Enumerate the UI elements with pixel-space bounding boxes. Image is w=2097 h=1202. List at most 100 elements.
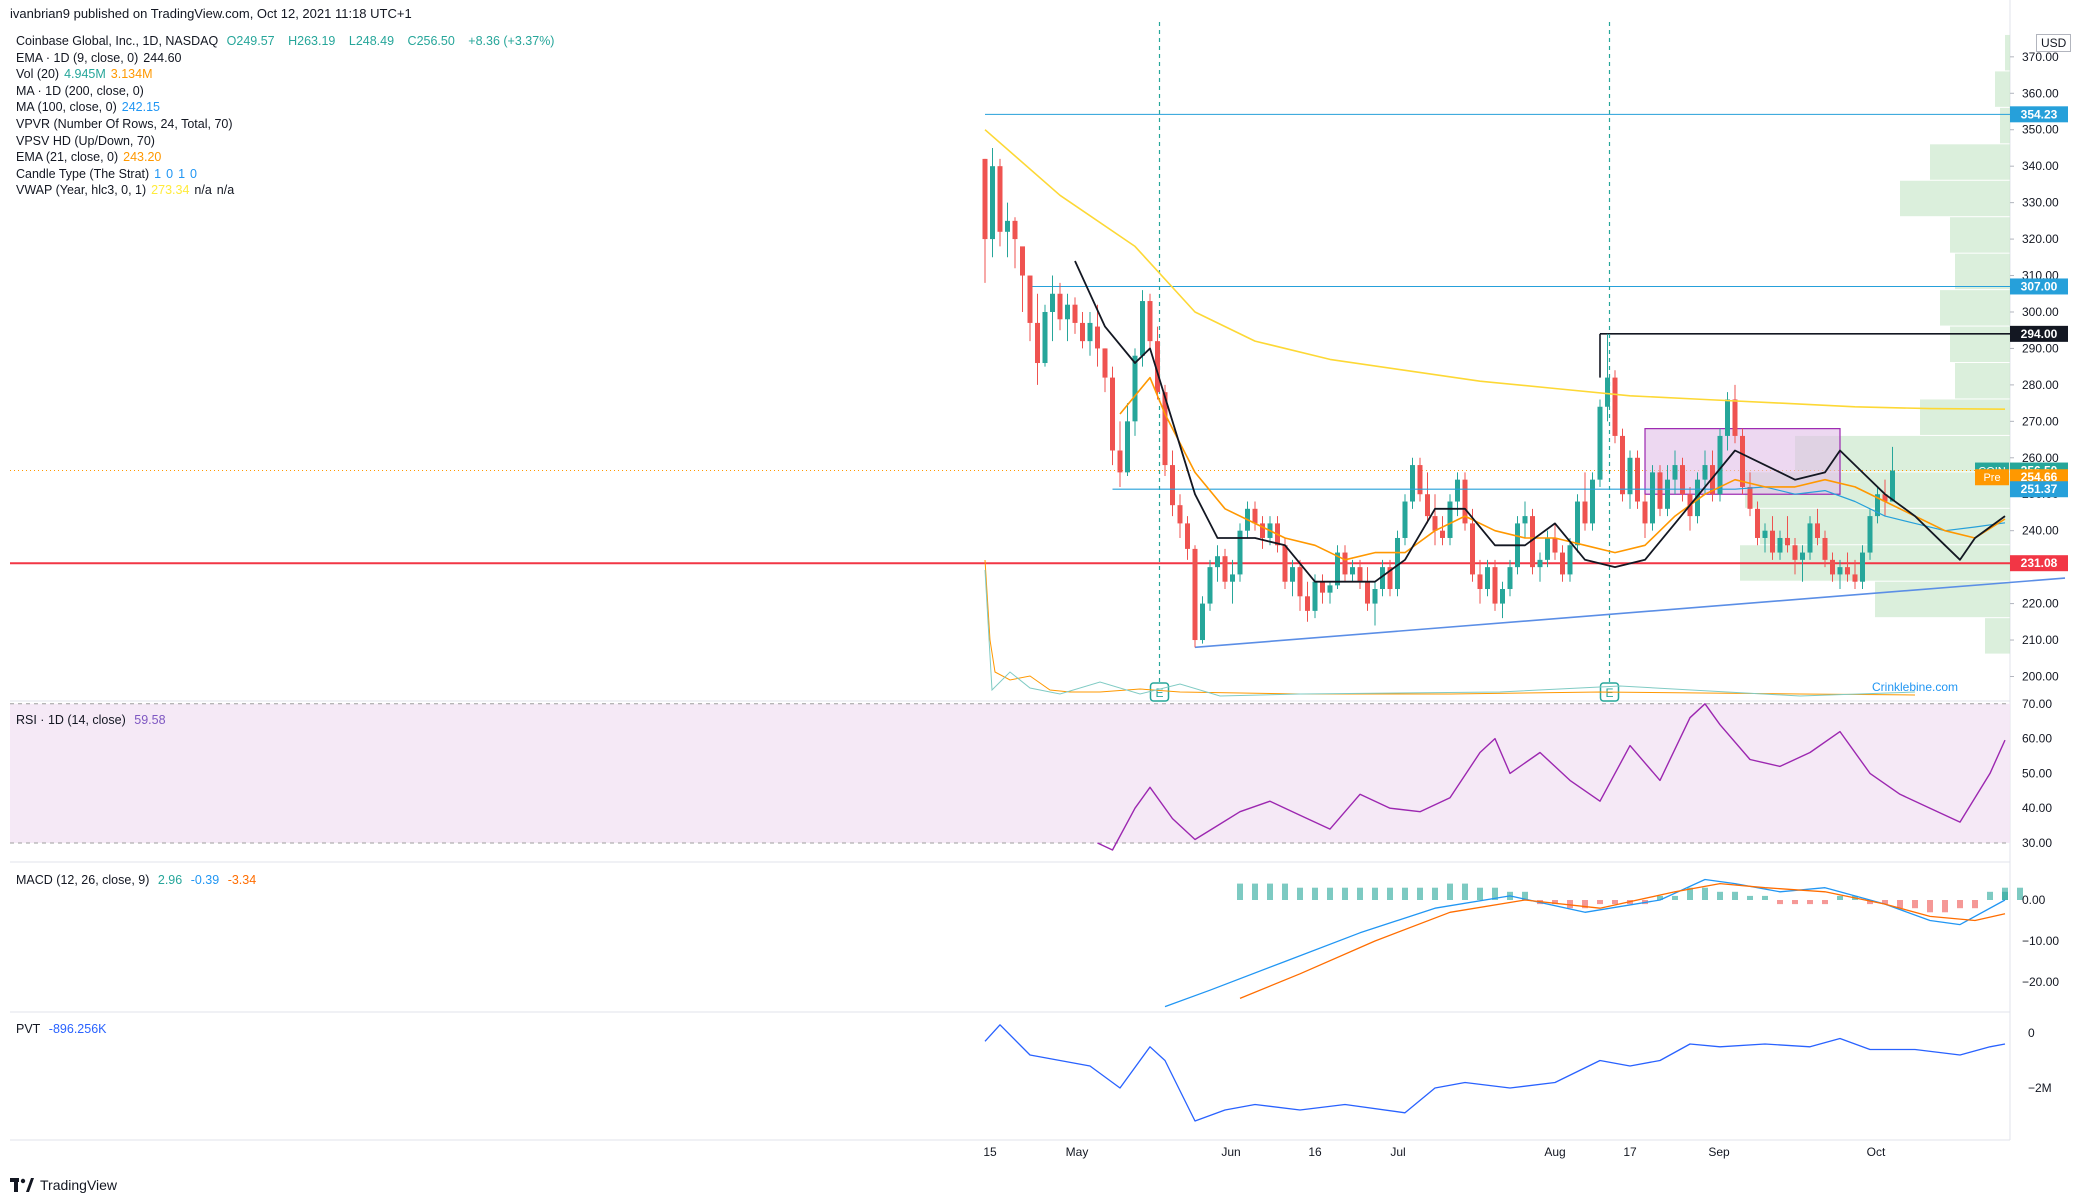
candle-body [1860, 552, 1865, 582]
price-tick-label: 200.00 [2022, 669, 2059, 683]
candle-body [1200, 603, 1205, 641]
price-label-text: 294.00 [2021, 327, 2058, 341]
symbol-legend-row[interactable]: Coinbase Global, Inc., 1D, NASDAQ O249.5… [16, 34, 555, 48]
macd-histogram-bar [1657, 895, 1663, 900]
candle-body [1785, 537, 1790, 546]
candle-body [1740, 435, 1745, 487]
price-tick-label: 350.00 [2022, 123, 2059, 137]
macd-line [1164, 878, 2006, 1008]
indicator-legend-row[interactable]: VWAP (Year, hlc3, 0, 1) 273.34 n/a n/a [16, 182, 559, 199]
macd-histogram-bar [1327, 887, 1333, 900]
candle-body [1665, 479, 1670, 509]
candle-body [1455, 479, 1460, 502]
price-tick-label: 270.00 [2022, 414, 2059, 428]
indicator-label: MA (100, close, 0) [16, 100, 117, 115]
macd-histogram-bar [1837, 895, 1843, 900]
macd-histogram-bar [1492, 887, 1498, 900]
ema21-line [1119, 376, 2006, 561]
candle-body [1650, 472, 1655, 524]
ma-line [1112, 486, 2006, 532]
indicator-legend-row[interactable]: Vol (20) 4.945M 3.134M [16, 66, 559, 83]
candle-body [1327, 585, 1333, 593]
indicator-label: Vol (20) [16, 67, 60, 82]
indicator-legend-row[interactable]: VPVR (Number Of Rows, 24, Total, 70) [16, 116, 559, 133]
candle-body [1387, 567, 1393, 590]
main-legend: Coinbase Global, Inc., 1D, NASDAQ O249.5… [16, 33, 559, 199]
macd-histogram-bar [1597, 900, 1603, 905]
macd-histogram-bar [1867, 900, 1873, 905]
macd-histogram-bar [1927, 900, 1933, 913]
price-tick-label: 290.00 [2022, 341, 2059, 355]
macd-legend[interactable]: MACD (12, 26, close, 9) 2.96 -0.39 -3.34 [16, 873, 261, 887]
candle-body [1635, 457, 1640, 502]
candle-body [1597, 406, 1603, 480]
candle-body [1867, 516, 1873, 553]
indicator-value: 243.20 [123, 150, 162, 165]
candle-body [1095, 326, 1100, 349]
macd-histogram-bar [1807, 900, 1813, 905]
price-tick-label: 300.00 [2022, 305, 2059, 319]
macd-histogram-bar [1282, 883, 1288, 900]
candle-body [1207, 567, 1213, 604]
macd-histogram-bar [1432, 887, 1438, 900]
volume-profile-row [1950, 326, 2010, 363]
volume-profile-row [1995, 71, 2010, 107]
macd-histogram-bar [1552, 900, 1558, 905]
volume-profile-row [1920, 399, 2010, 435]
volume-profile-row [1955, 253, 2010, 290]
candle-body [1800, 552, 1805, 560]
indicator-legend-row[interactable]: MA · 1D (200, close, 0) [16, 83, 559, 100]
indicator-legend-row[interactable]: EMA (21, close, 0) 243.20 [16, 149, 559, 166]
ohlc-high: 263.19 [297, 34, 336, 48]
pvt-legend[interactable]: PVT -896.256K [16, 1022, 111, 1036]
candle-body [1230, 574, 1235, 582]
indicator-label: Candle Type (The Strat) [16, 166, 150, 181]
candle-body [1702, 465, 1708, 480]
volume-ma-line [984, 559, 1916, 696]
macd-histogram-bar [1252, 883, 1258, 900]
axis-layer: 200.00210.00220.00230.00240.00250.00260.… [983, 50, 2059, 1159]
candle-body [1552, 537, 1558, 553]
candle-body [1027, 275, 1033, 323]
rsi-tick-label: 50.00 [2022, 766, 2052, 780]
candle-body [1185, 523, 1190, 549]
indicator-label: EMA (21, close, 0) [16, 150, 119, 165]
candle-body [1380, 567, 1385, 590]
candle-body [1545, 537, 1550, 560]
candle-body [1492, 567, 1498, 604]
rsi-tick-label: 60.00 [2022, 732, 2052, 746]
time-tick-label: 17 [1623, 1145, 1637, 1159]
rsi-legend[interactable]: RSI · 1D (14, close) 59.58 [16, 713, 171, 727]
indicator-label: VPSV HD (Up/Down, 70) [16, 133, 155, 148]
candle-body [1237, 530, 1243, 575]
brand-name: TradingView [40, 1177, 118, 1193]
price-label-text: 251.37 [2021, 482, 2058, 496]
macd-histogram-bar [1942, 900, 1948, 913]
time-tick-label: Aug [1544, 1145, 1565, 1159]
candle-body [1462, 479, 1468, 524]
currency-badge[interactable]: USD [2036, 34, 2072, 52]
candle-body [1252, 508, 1258, 524]
volume-profile-row [2000, 107, 2010, 144]
indicator-legend-row[interactable]: Candle Type (The Strat) 1 0 1 0 [16, 166, 559, 183]
brand-footer[interactable]: TradingView [10, 1177, 117, 1193]
macd-tick-label: −10.00 [2022, 934, 2059, 948]
indicator-legend-row[interactable]: EMA · 1D (9, close, 0) 244.60 [16, 50, 559, 67]
indicator-legend-row[interactable]: VPSV HD (Up/Down, 70) [16, 133, 559, 150]
candle-body [1575, 501, 1580, 546]
candle-body [1852, 574, 1858, 582]
macd-histogram-bar [1687, 887, 1693, 900]
macd-histogram-bar [1522, 891, 1528, 900]
candle-body [990, 166, 995, 240]
candle-body [1057, 293, 1063, 320]
time-tick-label: Jun [1221, 1145, 1240, 1159]
macd-histogram-bar [1477, 887, 1483, 900]
candle-body [1680, 465, 1685, 495]
candle-body [1762, 530, 1768, 538]
price-tick-label: 330.00 [2022, 196, 2059, 210]
candle-body [1350, 567, 1355, 575]
indicator-legend-row[interactable]: MA (100, close, 0) 242.15 [16, 99, 559, 116]
candle-body [1447, 501, 1453, 538]
macd-histogram-bar [2002, 887, 2008, 900]
